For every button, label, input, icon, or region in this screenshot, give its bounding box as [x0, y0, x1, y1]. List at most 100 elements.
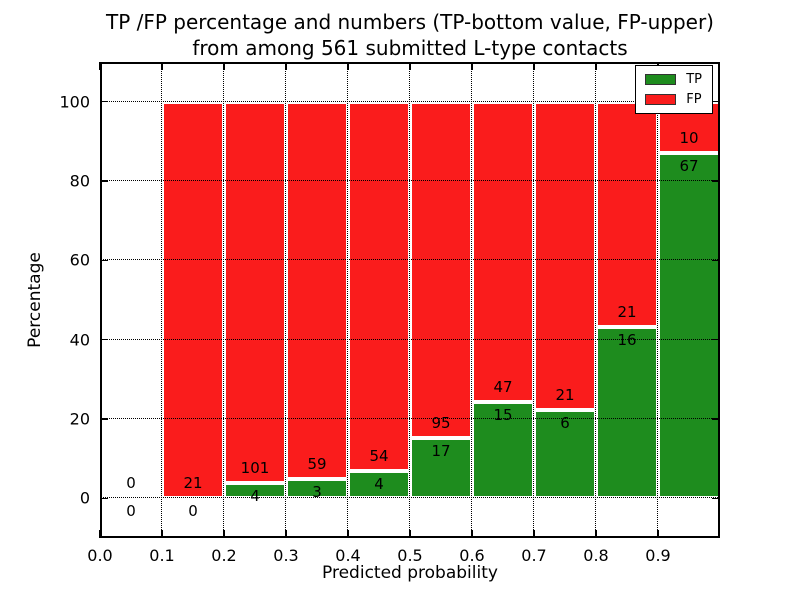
- fp-count-label: 95: [431, 414, 451, 433]
- tp-count-label: 0: [188, 502, 198, 521]
- x-tick-label: 0.4: [335, 546, 361, 565]
- gridline-vertical: [347, 62, 348, 538]
- y-tick-left-mark: [100, 100, 108, 103]
- x-tick-bottom-mark: [657, 530, 659, 538]
- x-tick-label: 0.1: [149, 546, 175, 565]
- x-tick-top-mark: [595, 62, 597, 70]
- y-tick-label: 40: [69, 330, 90, 350]
- x-tick-bottom-mark: [347, 530, 349, 538]
- x-tick-top-mark: [223, 62, 225, 70]
- gridline-vertical: [223, 62, 224, 538]
- tp-count-label: 16: [617, 330, 637, 349]
- x-tick-label: 0.0: [87, 546, 113, 565]
- gridline-horizontal: [100, 418, 720, 419]
- plot-area: TP FP 0.0 0.1 0.2 0.3 0.4 0.5 0.6 0.7 0.8 0.9 0 20 4…: [59, 62, 720, 565]
- tp-count-label: 67: [679, 157, 699, 176]
- x-tick-top-mark: [471, 62, 473, 70]
- gridline-vertical: [285, 62, 286, 538]
- fp-count-label: 101: [240, 459, 270, 478]
- x-tick-bottom-mark: [285, 530, 287, 538]
- bar-fp-segment: [348, 101, 410, 471]
- gridline-horizontal: [100, 259, 720, 261]
- legend-label-tp: TP: [686, 72, 702, 87]
- x-tick-top-mark: [347, 62, 349, 70]
- fp-count-label: 21: [183, 474, 203, 493]
- fp-count-label: 10: [679, 129, 699, 148]
- bar-tp-segment: [658, 153, 720, 499]
- y-tick-left-mark: [100, 338, 108, 341]
- y-tick-left-mark: [100, 497, 108, 500]
- legend-entry-fp: FP: [645, 93, 702, 106]
- legend-label-fp: FP: [686, 92, 702, 107]
- fp-count-label: 21: [555, 386, 575, 405]
- y-tick-right-mark: [712, 418, 720, 420]
- y-tick-label: 80: [69, 171, 90, 191]
- legend-swatch-tp-icon: [645, 74, 677, 85]
- tp-count-label: 17: [431, 442, 451, 461]
- x-tick-label: 0.7: [521, 546, 547, 565]
- x-tick-bottom-mark: [471, 530, 473, 538]
- axis-spine-left: [100, 62, 102, 538]
- tp-count-label: 0: [126, 502, 136, 521]
- gridline-vertical: [533, 62, 534, 538]
- x-tick-bottom-mark: [161, 530, 163, 538]
- y-axis-label: Percentage: [25, 252, 45, 348]
- gridline-vertical: [657, 62, 658, 538]
- bar-fp-segment: [472, 101, 534, 403]
- x-tick-bottom-mark: [595, 530, 597, 538]
- x-tick-label: 0.9: [645, 546, 671, 565]
- fp-count-label: 54: [369, 446, 389, 465]
- x-tick-bottom-mark: [533, 530, 535, 538]
- x-tick-label: 0.2: [211, 546, 237, 565]
- bar-fp-segment: [224, 101, 286, 484]
- y-tick-left-mark: [100, 180, 108, 182]
- legend: TP FP: [635, 65, 713, 114]
- y-tick-right-mark: [712, 180, 720, 182]
- bar-fp-segment: [162, 101, 224, 499]
- y-tick-left-mark: [100, 418, 108, 420]
- x-axis-label: Predicted probability: [322, 563, 498, 583]
- chart-title-line-2: from among 561 submitted L-type contacts: [192, 36, 628, 60]
- bar-tp-segment: [348, 470, 410, 499]
- legend-swatch-fp-icon: [645, 94, 677, 105]
- gridline-vertical: [161, 62, 162, 538]
- gridline-vertical: [409, 62, 410, 538]
- y-tick-label: 20: [69, 409, 90, 429]
- fp-count-label: 21: [617, 302, 637, 321]
- fp-count-label: 59: [307, 455, 327, 474]
- y-tick-label: 0: [79, 488, 90, 508]
- x-tick-label: 0.6: [459, 546, 485, 565]
- gridline-vertical: [471, 62, 472, 538]
- fp-count-label: 0: [126, 474, 136, 493]
- bar-fp-segment: [534, 101, 596, 411]
- x-tick-label: 0.5: [397, 546, 423, 565]
- axis-spine-bottom: [100, 536, 720, 538]
- y-tick-right-mark: [712, 100, 720, 103]
- x-tick-bottom-mark: [409, 530, 411, 538]
- fp-count-label: 47: [493, 378, 513, 397]
- gridline-horizontal: [100, 497, 720, 499]
- bar-fp-segment: [286, 101, 348, 480]
- bar-tp-segment: [596, 326, 658, 499]
- x-tick-label: 0.8: [583, 546, 609, 565]
- x-tick-top-mark: [285, 62, 287, 70]
- tp-count-label: 15: [493, 406, 513, 425]
- y-tick-right-mark: [712, 497, 720, 500]
- tp-count-label: 4: [250, 487, 260, 506]
- y-tick-right-mark: [712, 259, 720, 262]
- tp-count-label: 4: [374, 474, 384, 493]
- tp-count-label: 6: [560, 414, 570, 433]
- x-tick-label: 0.3: [273, 546, 299, 565]
- axis-spine-top: [100, 62, 720, 64]
- y-tick-right-mark: [712, 338, 720, 341]
- chart-title: TP /FP percentage and numbers (TP-bottom…: [100, 9, 720, 61]
- x-tick-top-mark: [409, 62, 411, 70]
- x-tick-top-mark: [161, 62, 163, 70]
- gridline-vertical: [595, 62, 596, 538]
- tp-count-label: 3: [312, 483, 322, 502]
- bar-tp-segment: [534, 410, 596, 499]
- gridline-horizontal: [100, 180, 720, 181]
- x-tick-bottom-mark: [223, 530, 225, 538]
- bar-fp-segment: [410, 101, 472, 439]
